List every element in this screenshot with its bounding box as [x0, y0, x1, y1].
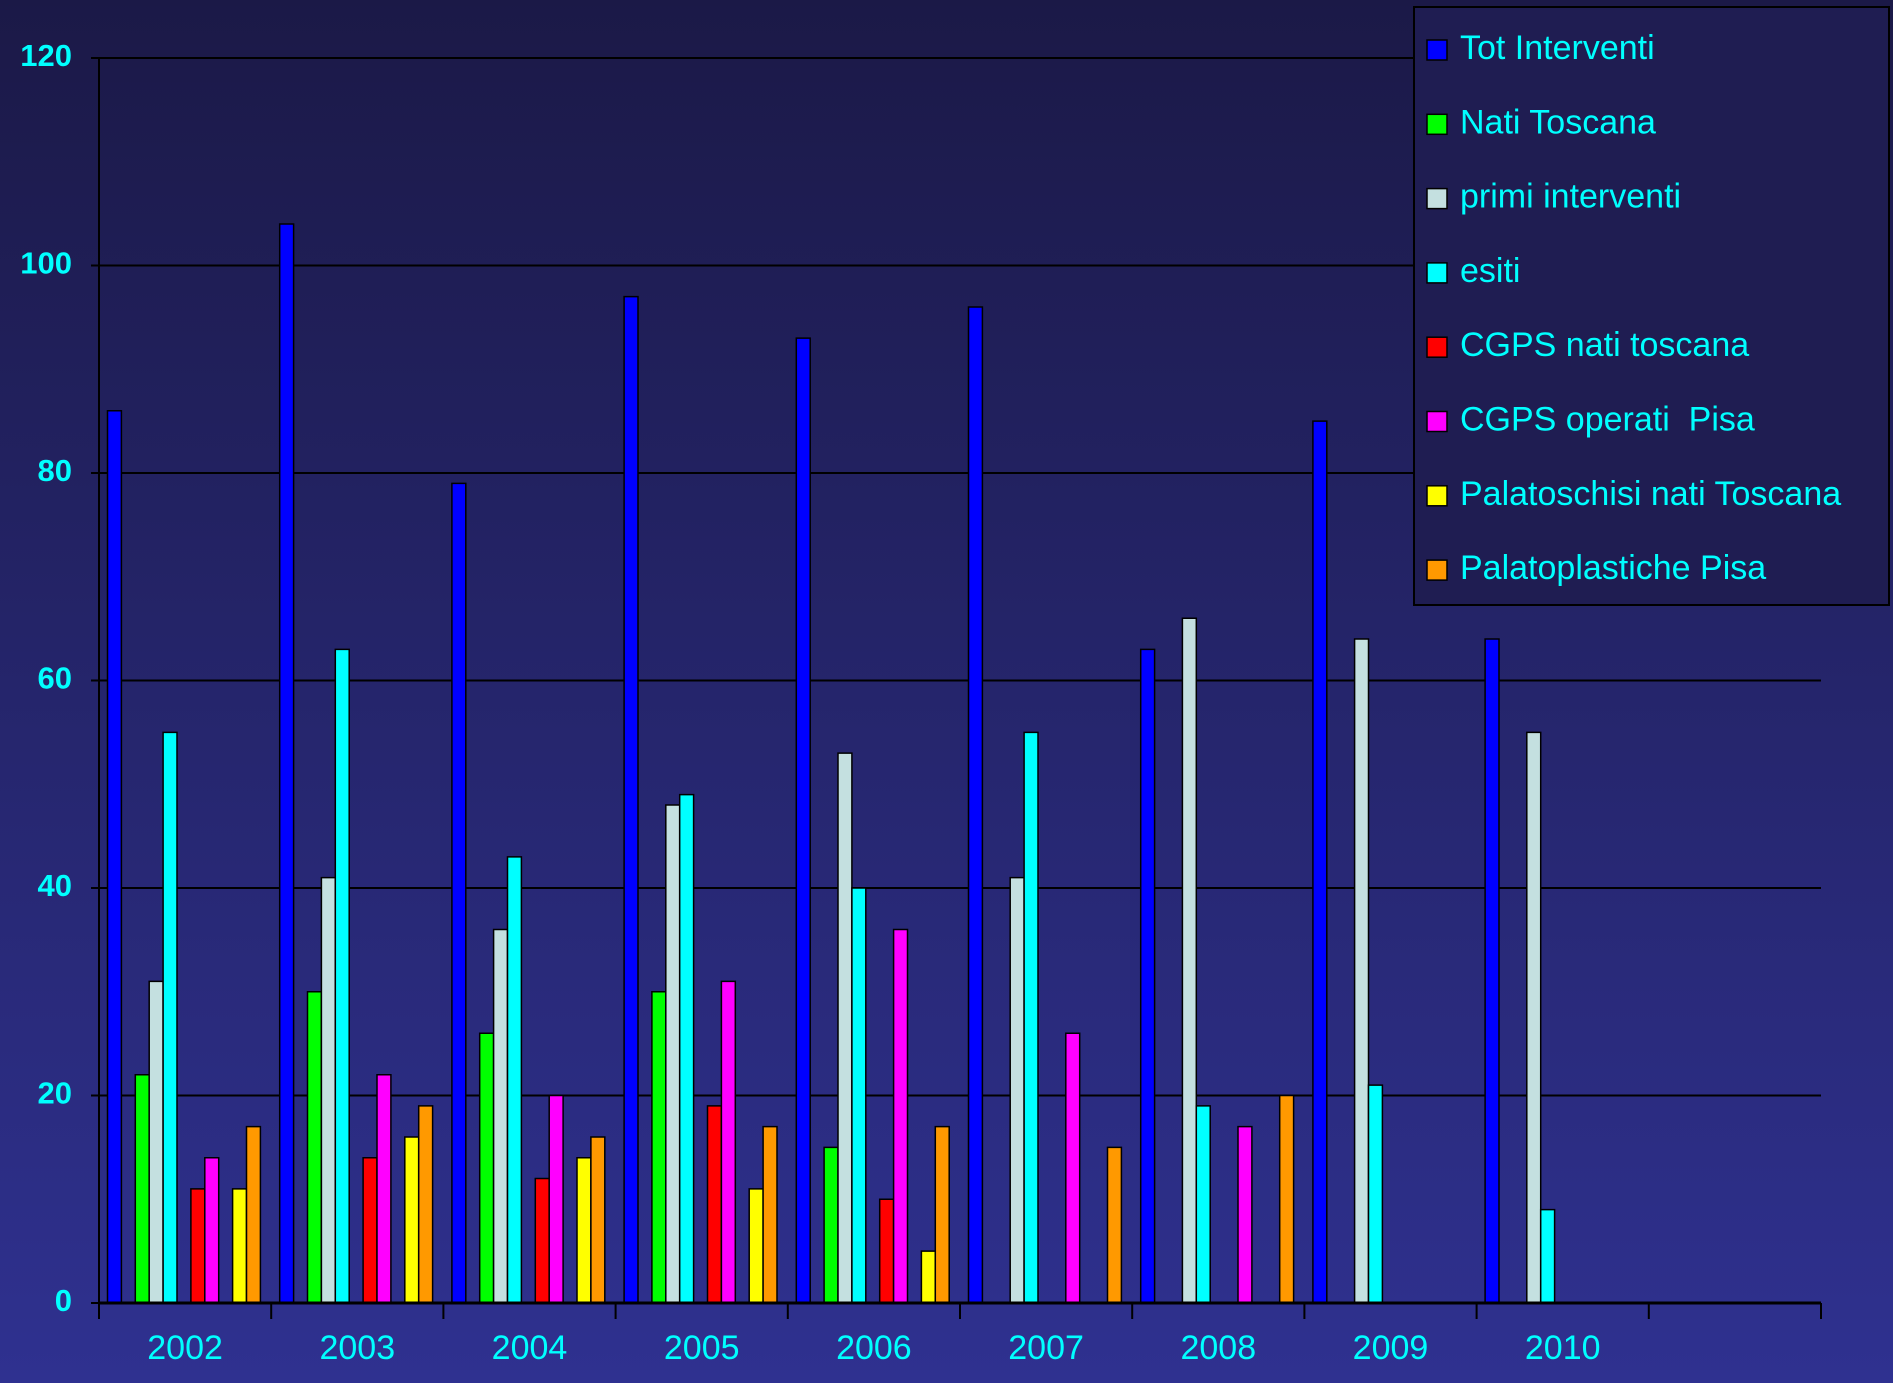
legend-swatch	[1426, 113, 1448, 136]
bar	[162, 731, 178, 1304]
bar	[590, 1136, 606, 1304]
y-tick-label: 20	[38, 1076, 72, 1111]
bar	[837, 752, 853, 1304]
bar	[1312, 420, 1328, 1304]
bar	[1526, 731, 1542, 1304]
bar	[1484, 638, 1500, 1304]
bar	[362, 1157, 378, 1304]
bar	[1353, 638, 1370, 1304]
bar	[762, 1125, 778, 1304]
bar	[678, 793, 695, 1304]
bar	[665, 804, 681, 1304]
legend-box	[1413, 6, 1890, 606]
bar	[1023, 731, 1039, 1304]
bar	[967, 306, 984, 1304]
bar	[892, 928, 909, 1304]
bar	[534, 1177, 550, 1304]
y-tick-label: 80	[38, 453, 72, 488]
bar	[1237, 1125, 1253, 1304]
bar	[306, 991, 323, 1304]
legend-label: esiti	[1460, 252, 1520, 290]
bar	[1181, 617, 1198, 1304]
bar	[795, 337, 811, 1304]
x-tick-label: 2003	[319, 1329, 395, 1367]
bar	[1009, 876, 1025, 1304]
bar	[417, 1105, 434, 1304]
bar	[706, 1105, 723, 1304]
bar	[548, 1094, 564, 1304]
bar	[623, 295, 639, 1304]
legend-swatch	[1426, 336, 1448, 358]
legend-swatch	[1426, 485, 1448, 507]
bar	[334, 648, 350, 1304]
bar	[320, 876, 337, 1304]
bar	[478, 1032, 495, 1304]
legend-swatch	[1426, 559, 1448, 581]
bar	[920, 1250, 937, 1304]
y-tick-label: 120	[20, 38, 72, 73]
bar	[278, 223, 295, 1304]
bar	[651, 991, 667, 1304]
x-tick-label: 2010	[1525, 1329, 1601, 1367]
legend-label: CGPS nati toscana	[1460, 326, 1749, 364]
bar	[245, 1125, 262, 1304]
bar	[878, 1198, 895, 1304]
legend-label: CGPS operati Pisa	[1460, 400, 1755, 438]
bar	[1278, 1094, 1295, 1304]
bar	[231, 1188, 248, 1304]
legend-label: primi interventi	[1460, 178, 1681, 216]
x-tick-label: 2008	[1180, 1329, 1256, 1367]
legend-swatch	[1426, 187, 1448, 210]
bar	[934, 1125, 950, 1304]
x-tick-label: 2006	[836, 1329, 912, 1367]
bar	[1139, 648, 1156, 1304]
bar	[134, 1074, 150, 1304]
legend-label: Palatoplastiche Pisa	[1460, 549, 1766, 587]
x-tick-label: 2004	[492, 1329, 568, 1367]
legend-label: Tot Interventi	[1460, 29, 1655, 67]
bar	[823, 1146, 839, 1304]
x-tick-label: 2002	[147, 1329, 223, 1367]
legend-swatch	[1426, 410, 1448, 433]
x-tick-label: 2005	[664, 1329, 740, 1367]
bar	[720, 980, 737, 1304]
bar	[404, 1136, 420, 1304]
legend-swatch	[1426, 262, 1448, 284]
bar	[851, 887, 867, 1304]
legend-swatch	[1426, 39, 1448, 61]
bar	[748, 1188, 764, 1304]
bar	[376, 1074, 392, 1304]
bar	[1195, 1105, 1211, 1304]
bar	[451, 482, 467, 1304]
bar	[106, 410, 123, 1304]
x-tick-label: 2009	[1353, 1329, 1429, 1367]
bar	[506, 856, 523, 1304]
y-tick-label: 60	[38, 661, 72, 696]
y-tick-label: 100	[20, 246, 72, 281]
bar	[492, 928, 509, 1304]
y-tick-label: 40	[38, 868, 72, 903]
bar	[1539, 1208, 1556, 1304]
x-tick-label: 2007	[1008, 1329, 1084, 1367]
legend-label: Palatoschisi nati Toscana	[1460, 475, 1841, 513]
bar	[190, 1188, 206, 1304]
bar	[204, 1157, 220, 1304]
bar	[576, 1157, 592, 1304]
y-tick-label: 0	[55, 1283, 72, 1318]
bar	[1106, 1146, 1123, 1304]
bar	[148, 980, 164, 1304]
bar	[1367, 1084, 1384, 1304]
legend-label: Nati Toscana	[1460, 103, 1656, 141]
bar	[1065, 1032, 1081, 1304]
